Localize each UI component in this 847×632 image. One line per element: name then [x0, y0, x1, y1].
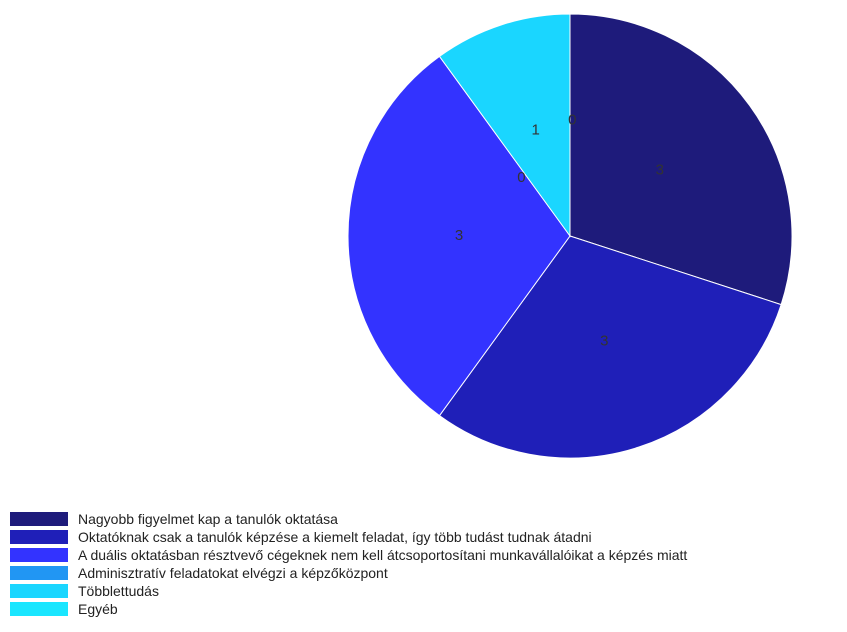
pie-slice-1: [569, 13, 793, 306]
slice-value-label-6: 0: [568, 112, 576, 129]
legend-label: Többlettudás: [78, 583, 159, 599]
legend-swatch: [10, 530, 68, 544]
pie-chart: 3 3 3 0 1 0: [347, 13, 793, 459]
legend-label: Oktatóknak csak a tanulók képzése a kiem…: [78, 529, 592, 545]
legend-label: Adminisztratív feladatokat elvégzi a kép…: [78, 565, 388, 581]
legend-item: Oktatóknak csak a tanulók képzése a kiem…: [10, 528, 687, 546]
legend-swatch: [10, 512, 68, 526]
pie-slice-2: [438, 235, 782, 459]
slice-value-label-5: 1: [532, 121, 540, 138]
pie-slice-3: [347, 55, 571, 417]
legend-swatch: [10, 566, 68, 580]
legend-label: Egyéb: [78, 601, 118, 617]
chart-legend: Nagyobb figyelmet kap a tanulók oktatása…: [10, 510, 687, 618]
legend-label: A duális oktatásban résztvevő cégeknek n…: [78, 547, 688, 563]
legend-swatch: [10, 602, 68, 616]
slice-value-label-3: 3: [455, 227, 463, 244]
slice-value-label-4: 0: [517, 169, 525, 186]
legend-label: Nagyobb figyelmet kap a tanulók oktatása: [78, 511, 338, 527]
legend-swatch: [10, 584, 68, 598]
slice-labels: 3 3 3 0 1 0: [455, 112, 664, 350]
slice-value-label-2: 3: [600, 333, 608, 350]
slice-value-label-1: 3: [656, 162, 664, 179]
legend-item: Nagyobb figyelmet kap a tanulók oktatása: [10, 510, 687, 528]
legend-item: A duális oktatásban résztvevő cégeknek n…: [10, 546, 687, 564]
legend-item: Adminisztratív feladatokat elvégzi a kép…: [10, 564, 687, 582]
legend-item: Többlettudás: [10, 582, 687, 600]
legend-swatch: [10, 548, 68, 562]
legend-item: Egyéb: [10, 600, 687, 618]
pie-slice-5: [438, 13, 571, 238]
pie-slices: [347, 13, 793, 459]
